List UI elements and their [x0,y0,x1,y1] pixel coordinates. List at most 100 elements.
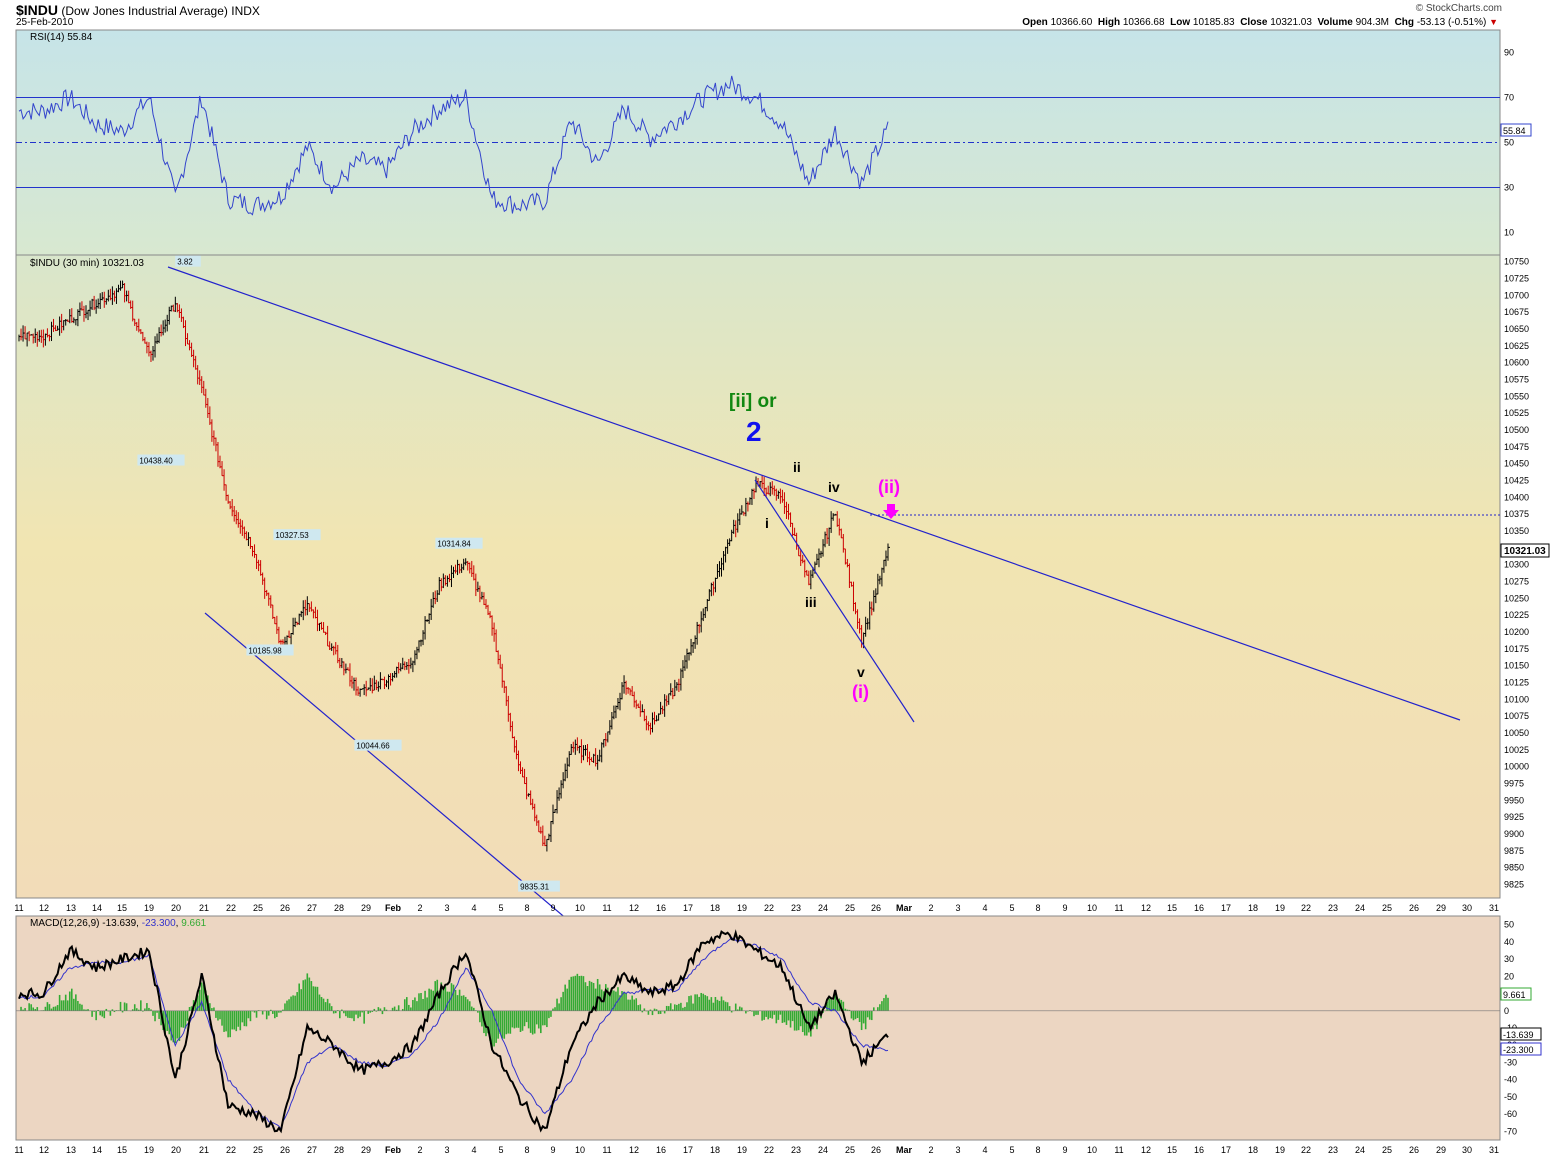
x-tick-label: 10 [1087,903,1097,913]
x-tick-label: 20 [171,903,181,913]
x-tick-label: 22 [764,1145,774,1155]
x-tick-label: 14 [92,903,102,913]
chart-header: $INDU (Dow Jones Industrial Average) IND… [0,0,1550,30]
macd-title: MACD(12,26,9) -13.639, -23.300, 9.661 [30,918,207,929]
rsi-reference-lines [16,97,1500,188]
x-tick-label: 3 [444,903,449,913]
price-callout-1: 10044.66 [356,742,390,751]
wave-label-i: i [765,515,769,531]
x-tick-label: 19 [737,1145,747,1155]
signal-value: -23.300 [142,918,176,929]
x-tick-label: 12 [629,1145,639,1155]
price-tick-10625: 10625 [1504,341,1529,351]
x-tick-label: 4 [982,903,987,913]
macd-tick-40: 40 [1504,937,1514,947]
x-tick-label: 2 [928,1145,933,1155]
x-tick-label: 12 [39,1145,49,1155]
hist-value-label: 9.661 [1503,990,1526,1000]
x-tick-label: 19 [737,903,747,913]
x-tick-label: 12 [629,903,639,913]
rsi-tick-90: 90 [1504,48,1514,58]
x-tick-label: 30 [1462,1145,1472,1155]
x-tick-label: 11 [602,1145,611,1155]
x-tick-label: 20 [171,1145,181,1155]
x-tick-label: 22 [1301,903,1311,913]
x-tick-label: 2 [417,903,422,913]
price-tick-labels: 9825 9850 9875 9900 9925 9950 9975 10000 10025 10… [1504,257,1529,890]
price-tick-9850: 9850 [1504,863,1524,873]
macd-value-label: -13.639 [1503,1030,1534,1040]
x-tick-label: 11 [602,903,611,913]
price-tick-10350: 10350 [1504,526,1529,536]
x-tick-label: 16 [656,1145,666,1155]
x-tick-label: 26 [871,903,881,913]
x-tick-label: 22 [226,903,236,913]
x-tick-label: 9 [550,903,555,913]
wave-i-trendline [754,479,915,723]
low-value: 10185.83 [1192,17,1235,28]
x-tick-label: 15 [117,903,127,913]
x-tick-label: 4 [982,1145,987,1155]
x-tick-label: 28 [334,1145,344,1155]
x-tick-label: 26 [1409,1145,1419,1155]
x-tick-label: 16 [1194,1145,1204,1155]
exchange: INDX [231,4,260,18]
price-callout-0: 10314.84 [437,540,471,549]
x-tick-label: 17 [1221,903,1231,913]
macd-value: -13.639 [102,918,136,929]
x-tick-label: 11 [14,903,23,913]
symbol: $INDU [16,2,59,18]
x-tick-label: 9 [1062,1145,1067,1155]
price-tick-10025: 10025 [1504,745,1529,755]
x-tick-label: 10 [1087,1145,1097,1155]
x-tick-label: 2 [928,903,933,913]
x-tick-label: 25 [253,1145,263,1155]
rsi-current-value: 55.84 [1503,126,1526,136]
price-tick-10475: 10475 [1504,442,1529,452]
macd-tick-20: 20 [1504,971,1514,981]
price-tick-10150: 10150 [1504,661,1529,671]
x-tick-label: 23 [791,1145,801,1155]
x-axis-top: 11 12 13 14 15 19 20 21 22 25 26 27 28 29 Feb 2 3 4 5 8 9 10 1… [14,903,1499,913]
price-tick-10200: 10200 [1504,627,1529,637]
x-tick-label: 31 [1489,903,1499,913]
x-tick-label: 17 [683,903,693,913]
price-tick-10250: 10250 [1504,593,1529,603]
price-tick-9900: 9900 [1504,829,1524,839]
x-tick-label: 9 [550,1145,555,1155]
x-tick-label: 10 [575,1145,585,1155]
macd-tick-0: 0 [1504,1006,1509,1016]
x-tick-label: Feb [385,1145,402,1155]
x-tick-label: 12 [1141,903,1151,913]
wave-label-2: 2 [746,416,762,447]
x-tick-label: Mar [896,903,913,913]
x-tick-label: 11 [1114,1145,1123,1155]
ohlc-summary: Open 10366.60 High 10366.68 Low 10185.83… [1022,17,1498,28]
x-tick-label: 15 [117,1145,127,1155]
x-tick-label: 19 [1275,1145,1285,1155]
x-tick-label: 19 [144,903,154,913]
x-tick-label: 13 [66,903,76,913]
x-tick-label: 18 [710,903,720,913]
price-panel: 9825985098759900992599509975100001002510… [15,254,1550,1141]
x-tick-label: 18 [1248,903,1258,913]
macd-tick--60: -60 [1504,1109,1517,1119]
x-tick-label: 23 [791,903,801,913]
wave-label-iv: iv [828,479,840,495]
price-callout-3: 10438.40 [139,457,173,466]
rsi-title: RSI(14) 55.84 [30,32,93,43]
x-tick-label: 16 [1194,903,1204,913]
x-tick-label: 22 [226,1145,236,1155]
x-tick-label: 8 [1035,903,1040,913]
down-arrow-icon [883,504,899,519]
wave-label-ii-or: [ii] or [729,391,777,412]
price-tick-10275: 10275 [1504,577,1529,587]
x-tick-label: 24 [818,903,828,913]
x-tick-label: 23 [1328,1145,1338,1155]
price-callout-box [518,880,560,892]
macd-tick--70: -70 [1504,1126,1517,1136]
price-callouts: 10314.84 10044.66 9835.31 10438.40 10327.53 1… [137,255,560,892]
x-tick-label: 29 [1436,903,1446,913]
macd-tick-30: 30 [1504,954,1514,964]
rsi-tick-10: 10 [1504,228,1514,238]
